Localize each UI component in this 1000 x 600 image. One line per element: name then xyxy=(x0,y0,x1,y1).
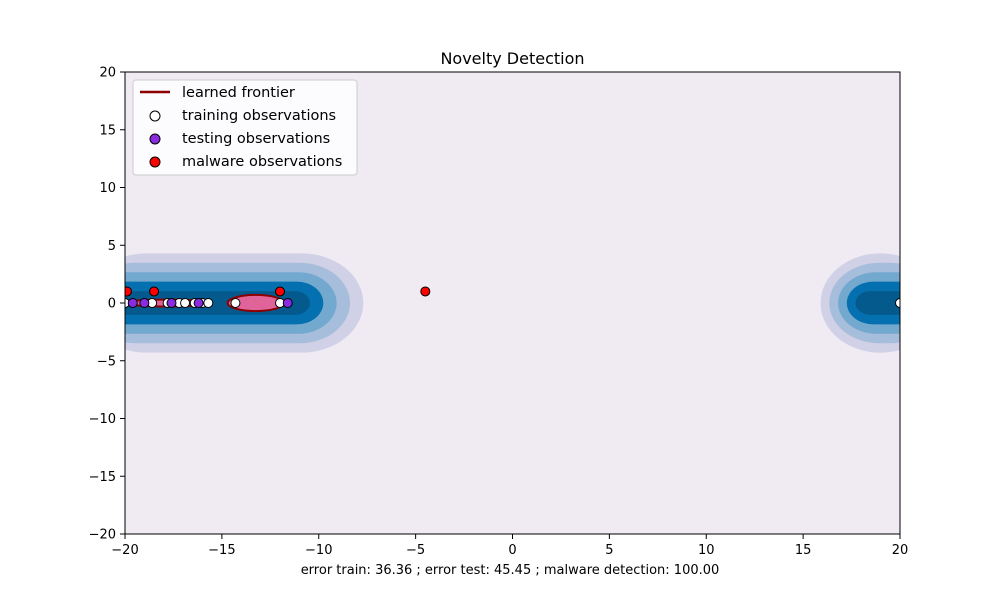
y-tick-label: 10 xyxy=(99,181,116,196)
observation-points xyxy=(125,286,900,308)
testing-observations-point-3 xyxy=(166,298,177,308)
x-tick-label: 20 xyxy=(892,543,909,558)
training-observations-point-8 xyxy=(203,298,214,308)
training-observations-point-9 xyxy=(230,298,241,308)
legend-swatch-testing-observations xyxy=(149,133,161,145)
malware-observations-point-4 xyxy=(420,286,431,297)
chart-title: Novelty Detection xyxy=(440,49,584,68)
x-tick-label: 15 xyxy=(795,543,812,558)
x-tick-label: 0 xyxy=(508,543,516,558)
x-tick-label: −10 xyxy=(305,543,332,558)
y-tick-label: 5 xyxy=(108,239,116,254)
y-tick-label: 20 xyxy=(99,66,116,81)
legend-label-malware-observations: malware observations xyxy=(182,154,342,170)
legend-box xyxy=(132,79,358,176)
testing-observations-point-4 xyxy=(193,298,204,308)
testing-observations-point-2 xyxy=(139,298,150,308)
testing-observations-point-1 xyxy=(127,298,138,308)
malware-observations-point-1 xyxy=(125,286,132,297)
x-tick-label: −5 xyxy=(406,543,425,558)
x-axis: −20 −15 −10 −5 0 5 10 15 20 xyxy=(111,534,908,558)
testing-observations-point-5 xyxy=(282,298,293,308)
legend-label-training-observations: training observations xyxy=(182,108,336,124)
x-tick-label: −20 xyxy=(111,543,138,558)
legend-label-testing-observations: testing observations xyxy=(182,131,330,147)
training-observations-point-5 xyxy=(180,298,191,308)
x-tick-label: 10 xyxy=(698,543,715,558)
y-tick-label: 15 xyxy=(99,123,116,138)
y-tick-label: −5 xyxy=(97,354,116,369)
legend-swatch-malware-observations xyxy=(149,156,161,168)
x-tick-label: −15 xyxy=(208,543,235,558)
x-axis-label: error train: 36.36 ; error test: 45.45 ;… xyxy=(301,563,720,578)
y-tick-label: −20 xyxy=(89,528,116,543)
malware-observations-point-3 xyxy=(275,286,285,297)
legend-label-learned-frontier: learned frontier xyxy=(182,85,295,101)
y-tick-label: 0 xyxy=(108,297,116,312)
legend-swatch-training-observations xyxy=(149,110,161,122)
y-tick-label: −15 xyxy=(89,470,116,485)
y-axis: 20 15 10 5 0 −5 −10 −15 −20 xyxy=(89,66,125,543)
x-tick-label: 5 xyxy=(605,543,613,558)
malware-observations-point-2 xyxy=(149,286,160,297)
training-observations-point-11 xyxy=(895,298,900,308)
y-tick-label: −10 xyxy=(89,412,116,427)
legend: learned frontier training observations t… xyxy=(132,79,358,176)
contour-band-2-5 xyxy=(855,291,900,315)
